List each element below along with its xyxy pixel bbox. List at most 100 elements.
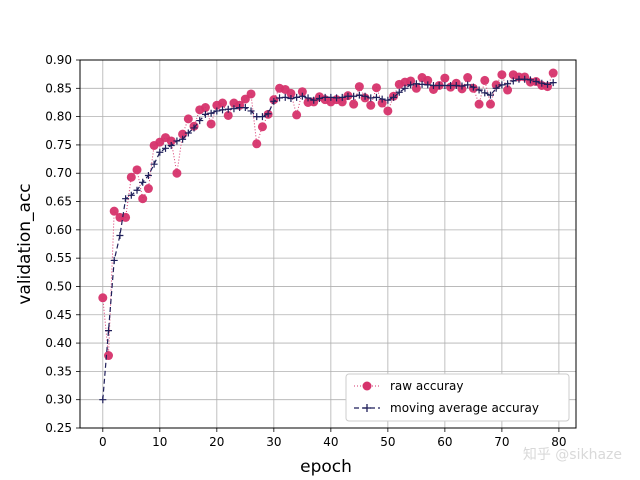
- raw-accuracy-point: [411, 83, 421, 93]
- raw-accuracy-point: [252, 139, 262, 149]
- moving-average-point: [173, 137, 181, 145]
- plot-frame: [79, 59, 577, 429]
- moving-average-point: [538, 79, 546, 87]
- legend-ma-marker: [363, 404, 371, 412]
- y-tick-label: 0.65: [45, 195, 72, 209]
- moving-average-point: [475, 86, 483, 94]
- y-tick-label: 0.35: [45, 364, 72, 378]
- raw-accuracy-point: [292, 110, 302, 120]
- raw-accuracy-point: [98, 293, 108, 303]
- x-tick-label: 30: [266, 435, 281, 449]
- series-layer: [98, 68, 558, 404]
- moving-average-point: [469, 83, 477, 91]
- y-tick-label: 0.30: [45, 393, 72, 407]
- raw-accuracy-point: [337, 97, 347, 107]
- moving-average-point: [139, 178, 147, 186]
- raw-accuracy-point: [440, 73, 450, 83]
- moving-average-point: [509, 77, 517, 85]
- moving-average-point: [122, 195, 130, 203]
- x-tick-label: 50: [380, 435, 395, 449]
- x-tick-label: 60: [437, 435, 452, 449]
- legend: raw accuray moving average accuray: [345, 373, 570, 422]
- moving-average-point: [378, 95, 386, 103]
- moving-average-point: [99, 396, 107, 404]
- raw-accuracy-point: [109, 206, 119, 216]
- raw-accuracy-point: [286, 88, 296, 98]
- raw-accuracy-point: [463, 73, 473, 83]
- raw-accuracy-line: [102, 72, 554, 356]
- moving-average-point: [196, 117, 204, 125]
- moving-average-line: [102, 78, 554, 400]
- moving-average-point: [133, 186, 141, 194]
- raw-accuracy-point: [480, 75, 490, 85]
- moving-average-point: [384, 96, 392, 104]
- x-tick-label: 80: [551, 435, 566, 449]
- x-tick-label: 70: [494, 435, 509, 449]
- moving-average-point: [549, 79, 557, 87]
- y-tick-label: 0.80: [45, 110, 72, 124]
- moving-average-point: [498, 81, 506, 89]
- legend-raw-label: raw accuray: [390, 379, 463, 393]
- moving-average-point: [298, 92, 306, 100]
- raw-accuracy-point: [548, 68, 558, 78]
- moving-average-point: [184, 129, 192, 137]
- moving-average-point: [156, 148, 164, 156]
- y-axis-label: validation_acc: [15, 183, 35, 304]
- moving-average-point: [258, 113, 266, 121]
- moving-average-point: [110, 256, 118, 264]
- moving-average-point: [162, 144, 170, 152]
- y-tick-label: 0.75: [45, 138, 72, 152]
- moving-average-point: [264, 110, 272, 118]
- y-tick-label: 0.45: [45, 308, 72, 322]
- raw-accuracy-point: [297, 87, 307, 97]
- x-tick-label: 0: [99, 435, 107, 449]
- raw-accuracy-point: [257, 122, 267, 132]
- moving-average-point: [372, 93, 380, 101]
- raw-accuracy-point: [497, 70, 507, 80]
- raw-accuracy-point: [485, 99, 495, 109]
- moving-average-point: [338, 93, 346, 101]
- moving-average-point: [304, 94, 312, 102]
- legend-ma-label: moving average accuray: [390, 401, 539, 415]
- moving-average-point: [464, 81, 472, 89]
- moving-average-point: [481, 89, 489, 97]
- raw-accuracy-point: [200, 103, 210, 113]
- moving-average-point: [532, 78, 540, 86]
- raw-accuracy-point: [143, 184, 153, 194]
- moving-average-point: [407, 81, 415, 89]
- raw-accuracy-point: [223, 110, 233, 120]
- y-tick-label: 0.90: [45, 53, 72, 67]
- moving-average-point: [150, 160, 158, 168]
- y-tick-label: 0.50: [45, 279, 72, 293]
- raw-accuracy-point: [206, 119, 216, 129]
- x-tick-label: 20: [209, 435, 224, 449]
- raw-accuracy-point: [246, 89, 256, 99]
- moving-average-point: [543, 80, 551, 88]
- moving-average-point: [207, 109, 215, 117]
- raw-accuracy-point: [474, 99, 484, 109]
- moving-average-point: [144, 171, 152, 179]
- moving-average-point: [504, 80, 512, 88]
- raw-accuracy-point: [354, 82, 364, 92]
- x-tick-label: 40: [323, 435, 338, 449]
- ticks: 0 10 20 30 40 50 60 70 80 0.25 0.30 0.35 0.40 0.45 0.5…: [45, 53, 566, 449]
- moving-average-point: [361, 92, 369, 100]
- moving-average-point: [281, 93, 289, 101]
- moving-average-point: [179, 135, 187, 143]
- raw-accuracy-point: [126, 172, 136, 182]
- moving-average-point: [293, 93, 301, 101]
- raw-accuracy-point: [349, 99, 359, 109]
- moving-average-point: [401, 84, 409, 92]
- moving-average-point: [350, 92, 358, 100]
- raw-accuracy-point: [183, 114, 193, 124]
- moving-average-point: [315, 94, 323, 102]
- moving-average-point: [395, 88, 403, 96]
- moving-average-point: [247, 107, 255, 115]
- y-tick-label: 0.70: [45, 166, 72, 180]
- moving-average-point: [270, 97, 278, 105]
- moving-average-point: [486, 91, 494, 99]
- raw-accuracy-point: [138, 194, 148, 204]
- raw-accuracy-point: [371, 83, 381, 93]
- moving-average-point: [310, 96, 318, 104]
